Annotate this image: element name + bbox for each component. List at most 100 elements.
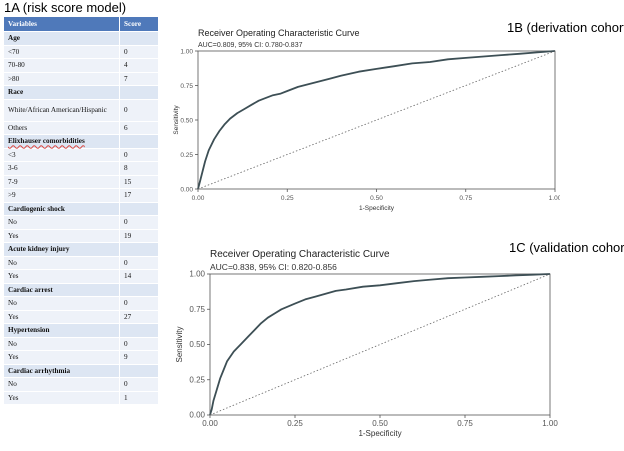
row-score: 19 bbox=[119, 228, 158, 242]
x-tick-label: 0.00 bbox=[202, 419, 218, 428]
row-score: 0 bbox=[119, 147, 158, 161]
x-tick-label: 0.50 bbox=[372, 419, 388, 428]
x-tick-label: 0.00 bbox=[192, 195, 205, 202]
table-row: Yes 19 bbox=[4, 228, 158, 242]
roc-chart-validation: Receiver Operating Characteristic Curve A… bbox=[172, 243, 564, 446]
x-tick-label: 0.75 bbox=[459, 195, 472, 202]
row-score: 4 bbox=[119, 58, 158, 72]
table-header-row: Variables Score bbox=[4, 17, 158, 31]
y-axis-label: Sensitivity bbox=[175, 326, 184, 362]
panel-a-title: 1A (risk score model) bbox=[4, 0, 127, 15]
roc-chart-derivation-svg: Receiver Operating Characteristic Curve A… bbox=[173, 28, 562, 212]
roc-curve-line bbox=[197, 50, 556, 190]
row-score: 0 bbox=[119, 44, 158, 58]
x-axis-label: 1-Specificity bbox=[358, 429, 401, 438]
category-label: Race bbox=[4, 85, 119, 99]
y-tick-label: 0.00 bbox=[189, 411, 205, 420]
category-label-text: Cardiogenic shock bbox=[8, 204, 65, 213]
row-label: No bbox=[4, 296, 119, 310]
row-label: Yes bbox=[4, 390, 119, 404]
category-label-text: Acute kidney injury bbox=[8, 245, 70, 254]
table-row: Others 6 bbox=[4, 120, 158, 134]
table-row: Yes 1 bbox=[4, 390, 158, 404]
row-label: Yes bbox=[4, 269, 119, 283]
y-tick-label: 0.75 bbox=[180, 83, 193, 90]
category-label-text: Age bbox=[8, 34, 20, 43]
row-score: 15 bbox=[119, 174, 158, 188]
y-axis-label: Sensitivity bbox=[173, 105, 180, 135]
x-tick-label: 0.25 bbox=[287, 419, 303, 428]
table-category-row: Age bbox=[4, 31, 158, 45]
table-category-row: Acute kidney injury bbox=[4, 242, 158, 256]
category-label: Elixhauser comorbidities bbox=[4, 134, 119, 148]
x-tick-label: 1.00 bbox=[542, 419, 558, 428]
panel-b-title: 1B (derivation cohort) bbox=[507, 20, 624, 35]
category-label: Cardiac arrhythmia bbox=[4, 363, 119, 377]
row-label: No bbox=[4, 215, 119, 229]
category-score-blank bbox=[119, 134, 158, 148]
row-label: 3-6 bbox=[4, 161, 119, 175]
category-label: Cardiac arrest bbox=[4, 282, 119, 296]
header-variables: Variables bbox=[4, 17, 119, 31]
table-row: 7-9 15 bbox=[4, 174, 158, 188]
x-tick-label: 0.25 bbox=[281, 195, 294, 202]
y-tick-label: 0.25 bbox=[180, 152, 193, 159]
row-label: No bbox=[4, 255, 119, 269]
table-category-row: Race bbox=[4, 85, 158, 99]
chart-auc-subtitle: AUC=0.809, 95% CI: 0.780-0.837 bbox=[198, 42, 303, 49]
row-score: 0 bbox=[119, 215, 158, 229]
y-tick-label: 1.00 bbox=[180, 49, 193, 56]
table-row: Yes 27 bbox=[4, 309, 158, 323]
row-label: White/African American/Hispanic bbox=[4, 98, 119, 121]
row-label: <3 bbox=[4, 147, 119, 161]
chart-auc-subtitle: AUC=0.838, 95% CI: 0.820-0.856 bbox=[210, 262, 337, 272]
panel-c-title: 1C (validation cohort) bbox=[509, 240, 624, 255]
y-tick-label: 0.75 bbox=[189, 305, 205, 314]
category-label: Acute kidney injury bbox=[4, 242, 119, 256]
roc-chart-derivation: Receiver Operating Characteristic Curve A… bbox=[170, 22, 562, 219]
y-tick-label: 0.50 bbox=[189, 340, 205, 349]
row-label: No bbox=[4, 336, 119, 350]
reference-diagonal-line bbox=[209, 273, 551, 416]
category-label-text: Hypertension bbox=[8, 326, 50, 335]
roc-curve-line bbox=[209, 273, 551, 416]
category-score-blank bbox=[119, 242, 158, 256]
y-tick-label: 0.25 bbox=[189, 375, 205, 384]
table-row: No 0 bbox=[4, 296, 158, 310]
category-label-text: Elixhauser comorbidities bbox=[8, 137, 85, 146]
x-tick-label: 0.50 bbox=[370, 195, 383, 202]
row-score: 6 bbox=[119, 120, 158, 134]
row-label: 7-9 bbox=[4, 174, 119, 188]
row-label: Yes bbox=[4, 228, 119, 242]
row-score: 0 bbox=[119, 336, 158, 350]
row-score: 1 bbox=[119, 390, 158, 404]
table-row: <70 0 bbox=[4, 44, 158, 58]
x-tick-label: 0.75 bbox=[457, 419, 473, 428]
row-label: Yes bbox=[4, 309, 119, 323]
y-tick-label: 1.00 bbox=[189, 270, 205, 279]
table-row: >80 7 bbox=[4, 71, 158, 85]
y-tick-label: 0.00 bbox=[180, 187, 193, 194]
chart-title: Receiver Operating Characteristic Curve bbox=[198, 28, 360, 38]
category-label-text: Cardiac arrest bbox=[8, 285, 53, 294]
roc-chart-validation-svg: Receiver Operating Characteristic Curve A… bbox=[175, 249, 558, 438]
row-score: 17 bbox=[119, 188, 158, 202]
table-row: White/African American/Hispanic 0 bbox=[4, 98, 158, 121]
chart-title: Receiver Operating Characteristic Curve bbox=[210, 249, 390, 260]
y-tick-label: 0.50 bbox=[180, 118, 193, 125]
row-score: 0 bbox=[119, 98, 158, 121]
table-category-row: Cardiac arrest bbox=[4, 282, 158, 296]
row-label: >80 bbox=[4, 71, 119, 85]
table-row: 70-80 4 bbox=[4, 58, 158, 72]
row-score: 0 bbox=[119, 296, 158, 310]
category-score-blank bbox=[119, 85, 158, 99]
x-axis-label: 1-Specificity bbox=[359, 205, 395, 212]
row-label: Others bbox=[4, 120, 119, 134]
row-score: 0 bbox=[119, 377, 158, 391]
table-category-row: Elixhauser comorbidities bbox=[4, 134, 158, 148]
table-row: >9 17 bbox=[4, 188, 158, 202]
category-label: Age bbox=[4, 31, 119, 45]
category-score-blank bbox=[119, 201, 158, 215]
table-row: No 0 bbox=[4, 215, 158, 229]
row-score: 7 bbox=[119, 71, 158, 85]
